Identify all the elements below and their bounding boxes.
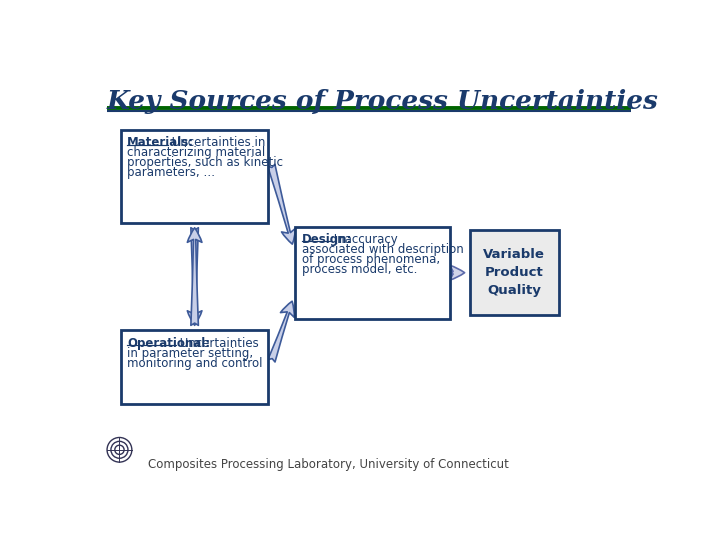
Bar — [469, 231, 559, 315]
Text: parameters, …: parameters, … — [127, 166, 215, 179]
Text: monitoring and control: monitoring and control — [127, 356, 263, 369]
Text: process model, etc.: process model, etc. — [302, 262, 417, 275]
Text: Variable
Product
Quality: Variable Product Quality — [483, 248, 545, 297]
Text: Uncertainties in: Uncertainties in — [168, 137, 266, 150]
Text: Composites Processing Laboratory, University of Connecticut: Composites Processing Laboratory, Univer… — [148, 458, 508, 471]
Text: characterizing material: characterizing material — [127, 146, 266, 159]
Text: Uncertainties: Uncertainties — [176, 336, 259, 349]
Text: Inaccuracy: Inaccuracy — [330, 233, 398, 246]
Bar — [121, 130, 269, 222]
Bar — [295, 226, 451, 319]
Text: properties, such as kinetic: properties, such as kinetic — [127, 156, 283, 170]
Text: Operational:: Operational: — [127, 336, 210, 349]
Bar — [121, 330, 269, 403]
Text: of process phenomena,: of process phenomena, — [302, 253, 440, 266]
Text: Key Sources of Process Uncertainties: Key Sources of Process Uncertainties — [107, 90, 659, 114]
Text: Materials:: Materials: — [127, 137, 194, 150]
Text: Design:: Design: — [302, 233, 352, 246]
Text: associated with description: associated with description — [302, 242, 464, 255]
Text: in parameter setting,: in parameter setting, — [127, 347, 253, 360]
